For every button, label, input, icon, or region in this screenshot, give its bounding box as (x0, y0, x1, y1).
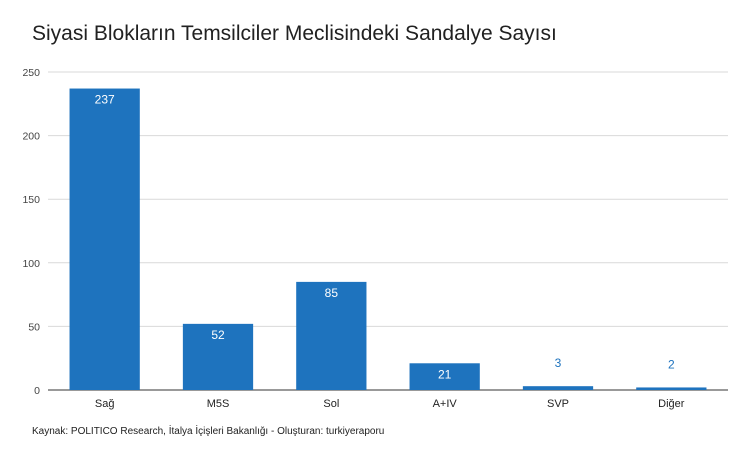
data-label: 21 (438, 367, 452, 381)
chart-title: Siyasi Blokların Temsilciler Meclisindek… (32, 22, 557, 45)
y-tick-label: 0 (34, 385, 40, 397)
bar (182, 323, 254, 390)
data-label: 237 (95, 93, 115, 107)
data-labels: 237 52 85 21 3 2 (95, 93, 675, 382)
bar (636, 387, 707, 390)
x-axis-categories: Sağ M5S Sol A+IV SVP Diğer (95, 398, 685, 410)
bar (522, 386, 594, 390)
x-category-label: A+IV (433, 398, 458, 410)
x-category-label: Diğer (658, 398, 685, 410)
data-label: 3 (555, 356, 562, 370)
x-category-label: Sol (323, 398, 339, 410)
data-label: 2 (668, 357, 675, 371)
y-tick-label: 200 (22, 131, 40, 143)
source-note: Kaynak: POLITICO Research, İtalya İçişle… (32, 426, 385, 437)
bar (296, 281, 367, 390)
y-tick-label: 50 (28, 321, 40, 333)
y-axis-ticks: 0 50 100 150 200 250 (22, 67, 40, 397)
x-category-label: Sağ (95, 398, 115, 410)
y-tick-label: 250 (22, 67, 40, 79)
gridlines (48, 71, 728, 391)
y-tick-label: 150 (22, 194, 40, 206)
x-category-label: M5S (207, 398, 230, 410)
data-label: 52 (211, 328, 225, 342)
bar (69, 88, 140, 390)
data-label: 85 (325, 286, 339, 300)
bar (409, 363, 480, 390)
x-category-label: SVP (547, 398, 569, 410)
bars (69, 88, 707, 390)
y-tick-label: 100 (22, 258, 40, 270)
